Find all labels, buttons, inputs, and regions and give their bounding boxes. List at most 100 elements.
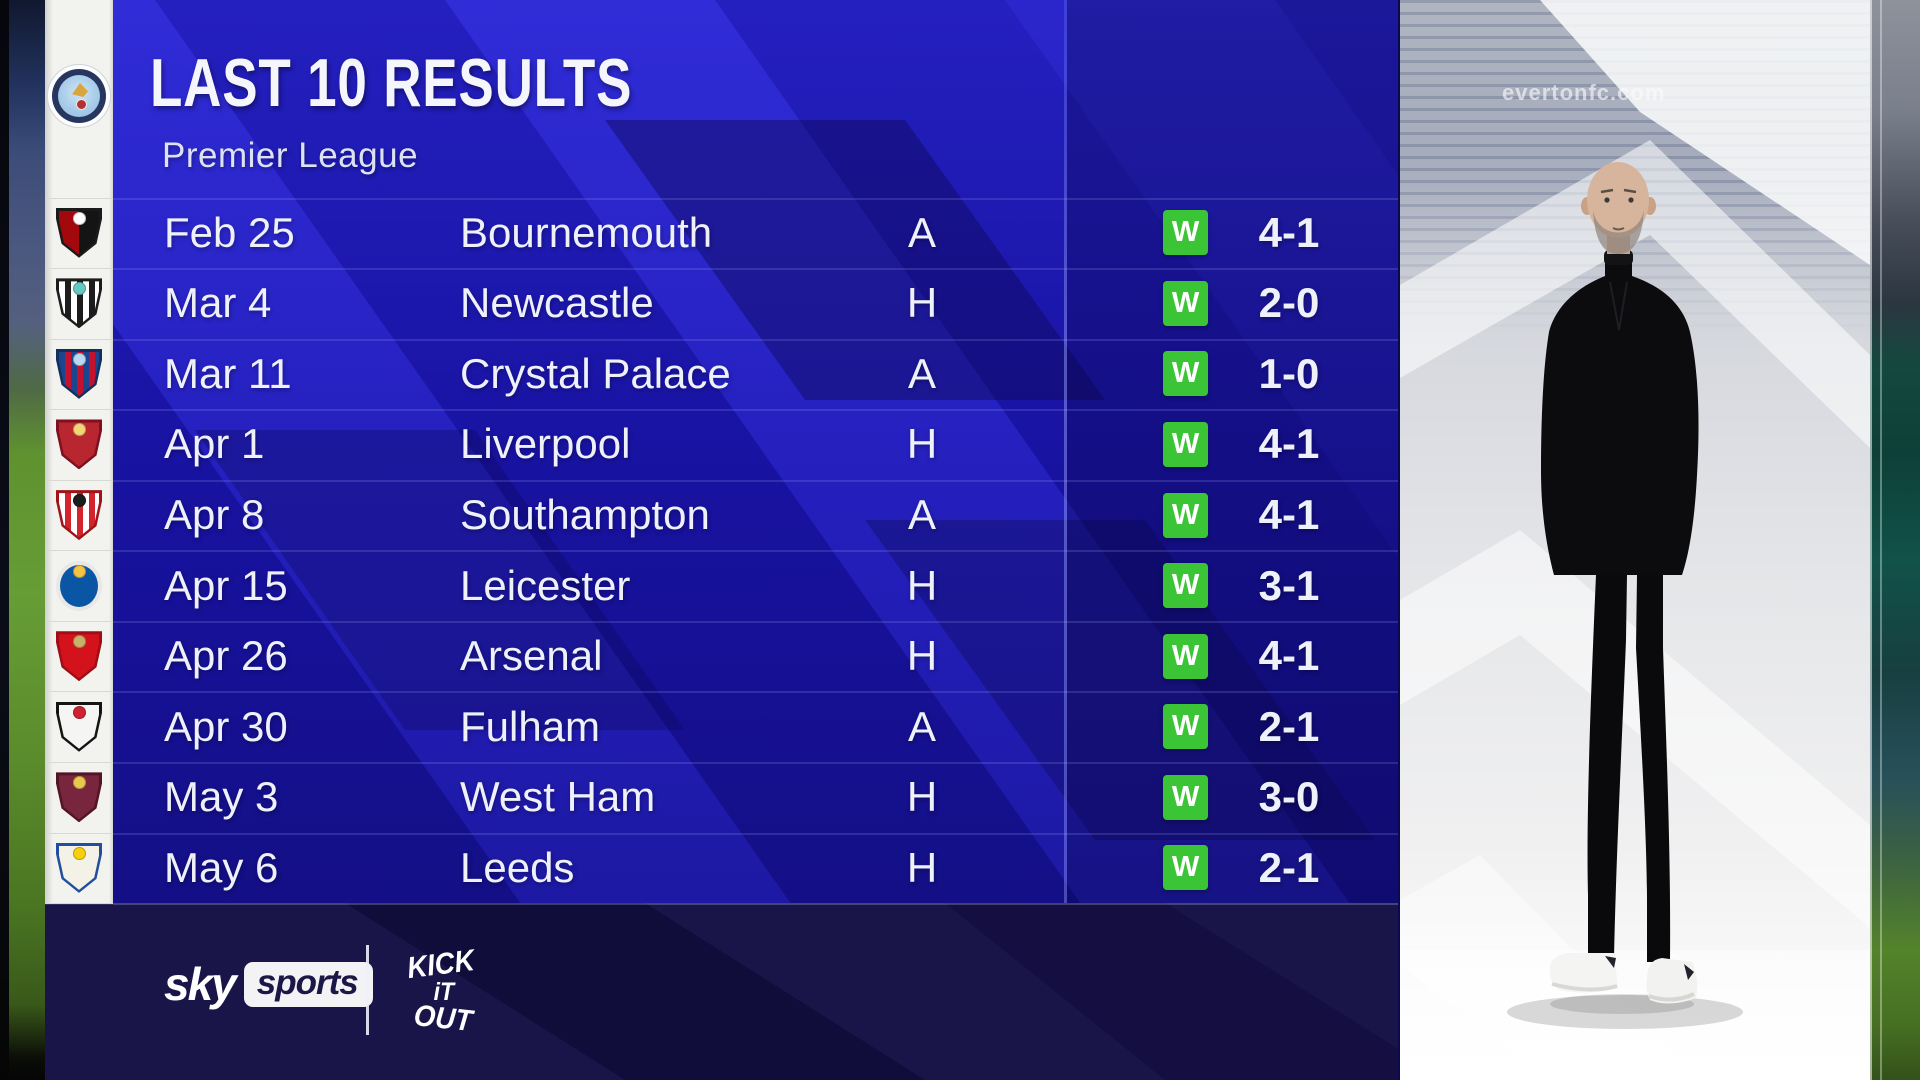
result-date: Mar 11 <box>164 349 292 397</box>
kick-it-out-logo: KICK iT OUT <box>405 944 478 1036</box>
rail-separator <box>45 268 113 270</box>
win-badge: W <box>1163 563 1208 609</box>
result-venue: A <box>907 491 936 539</box>
result-score: 2-1 <box>1258 843 1320 891</box>
result-opponent: Arsenal <box>460 632 603 680</box>
result-score: 4-1 <box>1258 208 1320 256</box>
result-venue: H <box>906 420 938 468</box>
rail-separator <box>45 620 113 622</box>
crest-leeds <box>56 842 102 893</box>
result-date: Apr 30 <box>164 702 288 750</box>
crest-accent <box>72 776 86 790</box>
row-divider <box>113 479 1398 482</box>
win-badge: W <box>1163 351 1208 397</box>
crest-crystal-palace <box>56 348 102 399</box>
crest-leicester <box>56 560 102 611</box>
crest-arsenal <box>56 631 102 682</box>
result-venue: A <box>907 208 936 256</box>
crest-accent <box>72 494 86 508</box>
result-opponent: Fulham <box>460 702 601 750</box>
row-divider <box>113 197 1398 200</box>
result-date: Mar 4 <box>164 279 272 327</box>
crest-accent <box>72 846 86 860</box>
row-divider <box>113 832 1398 835</box>
result-venue: H <box>906 843 938 891</box>
rail-separator <box>45 762 113 764</box>
city-crest-rose <box>76 99 87 110</box>
result-score: 4-1 <box>1258 632 1320 680</box>
win-badge: W <box>1163 492 1208 538</box>
win-badge: W <box>1163 280 1208 326</box>
result-score: 3-1 <box>1258 561 1320 609</box>
rail-separator <box>45 550 113 552</box>
sky-sports-logo: sky sports <box>164 958 373 1010</box>
table-vertical-divider <box>1064 0 1067 903</box>
result-opponent: West Ham <box>460 773 656 821</box>
row-divider <box>113 762 1398 765</box>
result-date: Feb 25 <box>164 208 295 256</box>
win-badge: W <box>1163 421 1208 467</box>
crest-bournemouth <box>56 207 102 258</box>
crest-liverpool <box>56 419 102 470</box>
win-badge: W <box>1163 774 1208 820</box>
result-venue: H <box>906 632 938 680</box>
result-date: May 6 <box>164 843 279 891</box>
crest-manchester-city <box>47 64 111 128</box>
result-date: Apr 26 <box>164 632 288 680</box>
row-divider <box>113 620 1398 623</box>
board-background-pattern <box>45 0 1400 1080</box>
result-opponent: Southampton <box>460 491 710 539</box>
crest-newcastle <box>56 278 102 329</box>
rail-separator <box>45 409 113 411</box>
video-feed-right-sliver <box>1870 0 1920 1080</box>
crest-accent <box>72 423 86 437</box>
row-divider <box>113 338 1398 341</box>
page-subtitle: Premier League <box>162 136 419 175</box>
result-opponent: Leeds <box>460 843 575 891</box>
win-badge: W <box>1163 633 1208 679</box>
result-venue: H <box>906 279 938 327</box>
result-score: 2-1 <box>1258 702 1320 750</box>
crest-west-ham <box>56 772 102 823</box>
rail-separator <box>45 691 113 693</box>
result-score: 2-0 <box>1258 279 1320 327</box>
result-date: Apr 1 <box>164 420 265 468</box>
crest-accent <box>72 352 86 366</box>
row-divider <box>113 691 1398 694</box>
win-badge: W <box>1163 704 1208 750</box>
result-venue: H <box>906 561 938 609</box>
row-divider <box>113 409 1398 412</box>
result-venue: A <box>907 349 936 397</box>
footer-separator <box>366 945 369 1035</box>
result-score: 3-0 <box>1258 773 1320 821</box>
video-feed-left-sliver <box>0 0 45 1080</box>
city-crest-inner <box>58 75 100 117</box>
result-date: Apr 8 <box>164 491 265 539</box>
result-opponent: Newcastle <box>460 279 654 327</box>
pep-guardiola-figure <box>1400 0 1870 1080</box>
crest-accent <box>72 564 86 578</box>
result-opponent: Crystal Palace <box>460 349 731 397</box>
kio-line-3: OUT <box>412 999 476 1036</box>
page-title: LAST 10 RESULTS <box>150 45 633 121</box>
crest-southampton <box>56 490 102 541</box>
result-score: 4-1 <box>1258 491 1320 539</box>
row-divider <box>113 550 1398 553</box>
sports-wordmark: sports <box>243 961 373 1007</box>
result-date: Apr 15 <box>164 561 288 609</box>
crest-accent <box>72 635 86 649</box>
photo-panel: evertonfc.com <box>1400 0 1870 1080</box>
result-venue: H <box>906 773 938 821</box>
rail-separator <box>45 197 113 199</box>
crest-accent <box>72 211 86 225</box>
rail-separator <box>45 903 113 905</box>
sky-wordmark: sky <box>164 958 237 1010</box>
result-date: May 3 <box>164 773 279 821</box>
result-opponent: Leicester <box>460 561 631 609</box>
results-board <box>45 0 1400 1080</box>
kio-line-2: iT <box>434 978 457 1006</box>
rail-separator <box>45 832 113 834</box>
crest-accent <box>72 705 86 719</box>
crest-accent <box>72 282 86 296</box>
